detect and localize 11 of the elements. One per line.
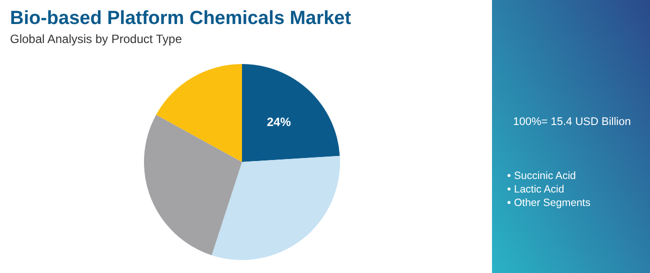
text: 100%= 15.4 USD Billion: [513, 116, 631, 128]
chart-subtitle: Global Analysis by Product Type: [10, 32, 182, 46]
text: Other Segments: [514, 197, 590, 209]
pie-slice: [212, 156, 340, 260]
data-label: 24%: [266, 114, 292, 129]
pie-slice: [144, 114, 242, 256]
chart-title: Bio-based Platform Chemicals Market: [10, 8, 352, 29]
text: Succinic Acid: [514, 170, 576, 182]
pie-slice: [242, 64, 340, 162]
text: Lactic Acid: [514, 184, 564, 196]
pie-slice: [156, 64, 242, 162]
